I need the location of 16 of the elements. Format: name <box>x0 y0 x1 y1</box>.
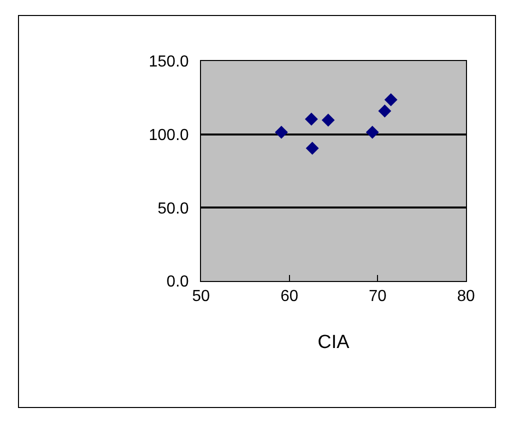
y-tick-label: 0.0 <box>166 274 189 291</box>
x-tick-label: 50 <box>192 288 210 306</box>
x-tick-label: 60 <box>280 288 298 306</box>
point <box>274 126 288 139</box>
point <box>366 126 379 139</box>
point <box>322 114 335 127</box>
x-tick-label: 80 <box>457 288 475 306</box>
point <box>306 142 319 155</box>
point <box>304 112 318 126</box>
x-tick-label: 70 <box>368 288 387 306</box>
point <box>384 93 398 106</box>
y-tick-label: 150.0 <box>148 54 189 71</box>
x-axis-title: CIA <box>318 332 350 353</box>
point <box>378 104 392 118</box>
y-tick-label: 50.0 <box>158 200 189 218</box>
y-tick-label: 100.0 <box>148 126 189 144</box>
